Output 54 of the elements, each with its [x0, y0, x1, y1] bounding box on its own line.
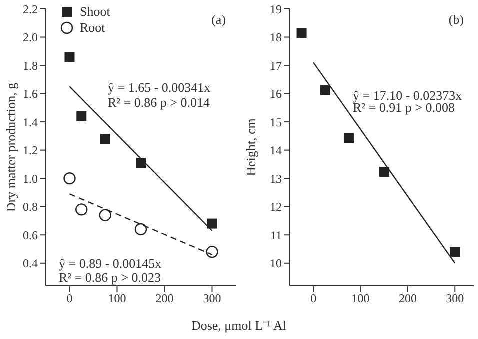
y-tick-label: 13	[270, 172, 282, 186]
chart-title: (b)	[448, 12, 464, 28]
y-tick-label: 0.8	[23, 200, 38, 214]
point	[100, 134, 110, 144]
x-tick-label: 0	[310, 292, 317, 306]
legend-label: Root	[80, 20, 106, 36]
y-tick-label: 18	[270, 30, 282, 45]
x-tick-label: 300	[203, 292, 222, 306]
y-tick-label: 10	[270, 256, 282, 271]
annotation: ŷ = 17.10 - 0.02373x	[353, 88, 463, 103]
point	[134, 223, 148, 236]
annotation: ŷ = 1.65 - 0.00341x	[108, 80, 212, 95]
point	[76, 111, 87, 122]
y-tick-label: 2.0	[23, 30, 38, 45]
y-axis-title: Dry matter production, g	[4, 82, 18, 212]
y-tick-label: 1.6	[23, 87, 38, 102]
y-tick-label: 1.4	[23, 115, 38, 130]
point	[64, 172, 76, 185]
x-tick-label: 100	[352, 292, 370, 306]
legend-label: Shoot	[80, 4, 110, 20]
y-tick-label: 11	[270, 228, 282, 242]
x-tick-label: 0	[66, 292, 73, 306]
point	[296, 28, 307, 38]
annotation: ŷ = 0.89 - 0.00145x	[59, 256, 162, 271]
y-tick-label: 12	[270, 200, 282, 214]
x-tick-label: 100	[108, 292, 126, 306]
y-tick-label: 0.4	[23, 256, 38, 271]
x-axis-title: Dose, μmol L⁻¹ Al	[190, 317, 288, 334]
annotation: R² = 0.86 p > 0.023	[59, 270, 161, 285]
x-tick-label: 200	[156, 292, 174, 306]
x-tick-label: 200	[398, 292, 417, 306]
annotation: R² = 0.86 p > 0.014	[108, 95, 210, 110]
y-tick-label: 0.6	[23, 228, 38, 242]
y-tick-label: 1.2	[23, 144, 38, 158]
point	[207, 218, 218, 229]
point	[64, 52, 75, 62]
point	[344, 133, 354, 144]
y-axis-title: Height, cm	[244, 118, 258, 176]
x-tick-label: 300	[446, 292, 464, 306]
point	[320, 85, 330, 96]
y-tick-label: 16	[270, 87, 282, 102]
point	[99, 209, 112, 222]
point	[379, 167, 390, 178]
chart-title: (a)	[212, 12, 226, 28]
y-tick-label: 14	[270, 144, 282, 158]
y-tick-label: 1.8	[23, 58, 38, 73]
point	[450, 247, 460, 258]
y-tick-label: 15	[270, 115, 282, 130]
y-tick-label: 19	[270, 2, 282, 16]
point	[76, 204, 88, 216]
y-tick-label: 2.2	[23, 2, 38, 16]
y-tick-label: 1.0	[23, 172, 38, 186]
y-tick-label: 17	[270, 58, 282, 73]
point	[206, 246, 218, 258]
